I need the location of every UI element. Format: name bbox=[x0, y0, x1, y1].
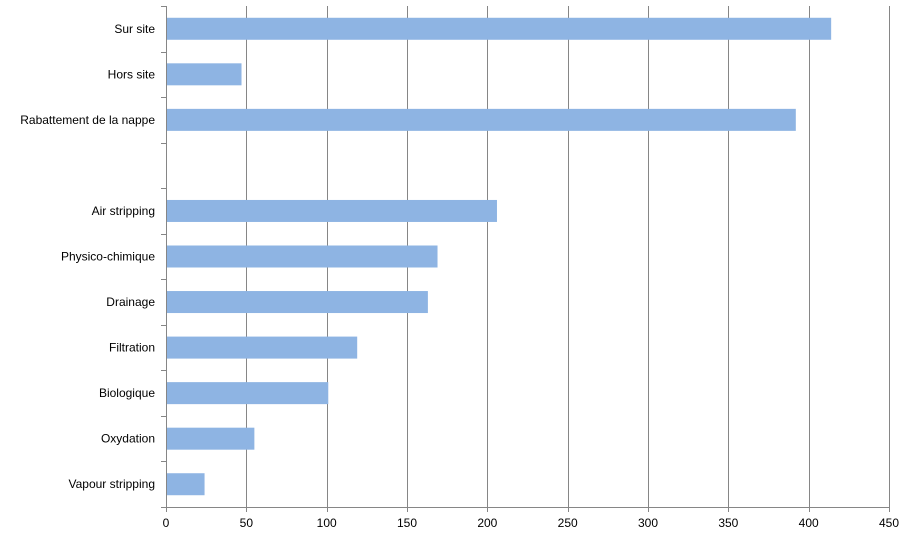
bar bbox=[166, 63, 242, 86]
bar bbox=[166, 427, 255, 450]
bar bbox=[166, 108, 796, 131]
x-tick-label: 300 bbox=[638, 516, 658, 530]
x-tick-label: 150 bbox=[397, 516, 417, 530]
category-label: Air stripping bbox=[92, 204, 155, 218]
x-tick-label: 100 bbox=[317, 516, 337, 530]
category-label: Physico-chimique bbox=[61, 250, 155, 264]
category-label: Sur site bbox=[114, 22, 155, 36]
x-tick-label: 250 bbox=[558, 516, 578, 530]
bar bbox=[166, 199, 497, 222]
x-tick-label: 450 bbox=[879, 516, 899, 530]
category-labels: Sur site Hors site Rabattement de la nappe… bbox=[20, 22, 155, 491]
category-label: Oxydation bbox=[101, 432, 155, 446]
category-label: Rabattement de la nappe bbox=[20, 113, 155, 127]
bar bbox=[166, 291, 428, 314]
bar bbox=[166, 245, 438, 268]
x-tick-labels: 0 50 100 150 200 250 300 350 400 450 bbox=[163, 516, 900, 530]
bar bbox=[166, 336, 358, 359]
bars bbox=[166, 17, 832, 496]
x-tick-label: 50 bbox=[240, 516, 254, 530]
category-label: Biologique bbox=[99, 386, 155, 400]
category-label: Drainage bbox=[106, 295, 155, 309]
gridlines bbox=[246, 6, 890, 507]
x-tick-label: 0 bbox=[163, 516, 170, 530]
category-label: Filtration bbox=[109, 341, 155, 355]
bar bbox=[166, 382, 329, 405]
bar bbox=[166, 17, 832, 40]
category-label: Vapour stripping bbox=[69, 477, 156, 491]
category-label: Hors site bbox=[108, 67, 156, 81]
bar bbox=[166, 473, 205, 496]
axes bbox=[161, 6, 890, 512]
x-tick-label: 200 bbox=[477, 516, 497, 530]
x-tick-label: 400 bbox=[799, 516, 819, 530]
x-tick-label: 350 bbox=[718, 516, 738, 530]
